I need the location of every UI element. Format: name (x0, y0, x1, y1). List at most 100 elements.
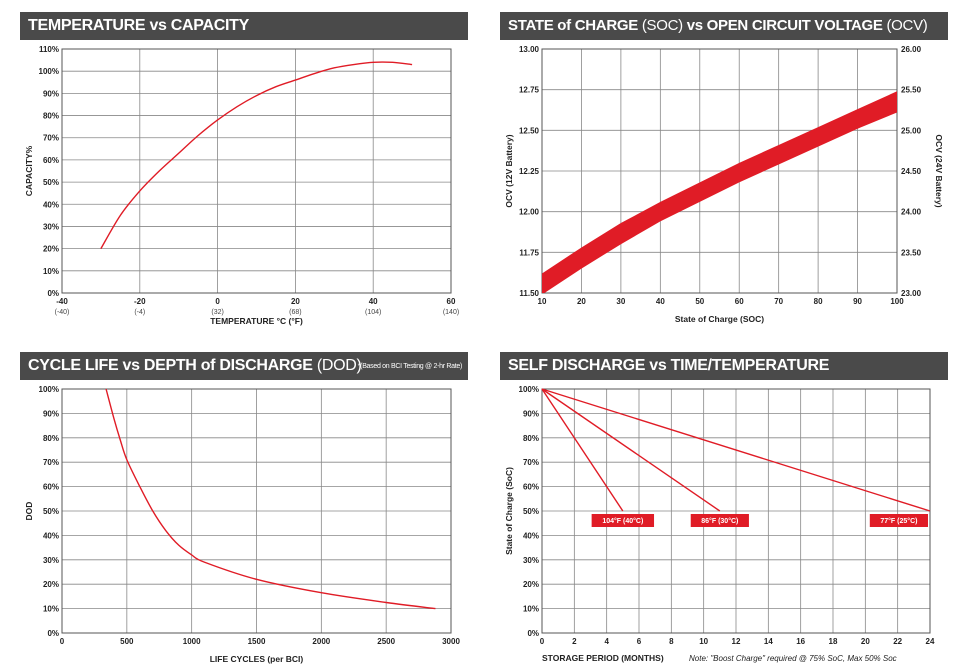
ocv-band (542, 91, 897, 293)
y-axis-label: State of Charge (SoC) (504, 467, 514, 555)
cycle-life-title: CYCLE LIFE vs DEPTH of DISCHARGE (DOD) *… (20, 352, 468, 380)
y-tick-label: 20% (43, 580, 59, 589)
x-tick-label: 60 (735, 297, 744, 306)
x-tick-label: 22 (893, 637, 902, 646)
y-tick-label: 100% (39, 385, 59, 394)
soc-ocv-panel: STATE of CHARGE (SOC) vs OPEN CIRCUIT VO… (500, 12, 948, 332)
y-tick-label: 110% (39, 45, 59, 54)
y-tick-label: 90% (523, 409, 539, 418)
x-axis-label: TEMPERATURE °C (°F) (210, 316, 303, 326)
x-tick-label: 70 (774, 297, 783, 306)
y-tick-label: 40% (43, 531, 59, 540)
y-axis-label: OCV (12V Battery) (504, 134, 514, 207)
x-tick-label: 3000 (442, 637, 460, 646)
y-tick-label: 30% (523, 556, 539, 565)
storage-footnote: Note: "Boost Charge" required @ 75% SoC,… (689, 654, 897, 663)
x-tick-label: 10 (538, 297, 547, 306)
y-tick-label: 20% (523, 580, 539, 589)
y-tick-label: 50% (523, 507, 539, 516)
y-tick-label: 40% (43, 200, 59, 209)
x-tick-label: 2500 (377, 637, 395, 646)
y-tick-label: 11.50 (519, 289, 539, 298)
y-tick-label: 12.25 (519, 167, 540, 176)
x-tick-label: 8 (669, 637, 674, 646)
soc-ocv-chart: 10 20 30 40 50 60 70 80 90 100 11.50 11.75 12.00 12.2… (504, 45, 944, 324)
temperature-capacity-panel: TEMPERATURE vs CAPACITY -40 -20 0 20 40 60 (-4… (20, 12, 468, 332)
series-label: 77°F (25°C) (869, 514, 928, 527)
x-tick-label: 90 (853, 297, 862, 306)
x-tick-sublabel: (140) (443, 309, 459, 316)
y2-tick-label: 23.50 (901, 248, 922, 257)
x-tick-label: 80 (814, 297, 823, 306)
x-tick-label: 2000 (312, 637, 330, 646)
x-tick-label: 0 (540, 637, 545, 646)
y2-tick-label: 26.00 (901, 45, 922, 54)
x-tick-label: 0 (60, 637, 65, 646)
x-tick-label: 20 (577, 297, 586, 306)
x-tick-label: -20 (134, 297, 146, 306)
y-tick-label: 60% (43, 156, 59, 165)
series-line (541, 388, 721, 512)
y-tick-label: 10% (523, 605, 539, 614)
x-tick-label: 50 (695, 297, 704, 306)
series-label-box (690, 514, 749, 527)
x-tick-label: 500 (120, 637, 134, 646)
x-tick-label: 10 (699, 637, 708, 646)
y-tick-label: 80% (43, 112, 59, 121)
y-tick-label: 70% (523, 458, 539, 467)
y-tick-label: 80% (43, 434, 59, 443)
temperature-capacity-title: TEMPERATURE vs CAPACITY (20, 12, 468, 40)
grid (61, 388, 452, 634)
x-tick-label: 20 (861, 637, 870, 646)
series-label-text: 77°F (25°C) (880, 517, 917, 525)
x-tick-label: 1000 (183, 637, 201, 646)
y-axis-label: DOD (24, 502, 34, 521)
y-tick-label: 10% (43, 267, 59, 276)
y2-tick-label: 24.50 (901, 167, 922, 176)
y-tick-label: 0% (47, 629, 59, 638)
y-tick-label: 0% (527, 629, 539, 638)
y-tick-label: 90% (43, 409, 59, 418)
y2-tick-label: 24.00 (901, 208, 922, 217)
x-tick-sublabel: (104) (365, 309, 381, 316)
x-tick-label: 6 (637, 637, 642, 646)
series-line (105, 388, 436, 610)
y-tick-label: 60% (43, 483, 59, 492)
y-tick-label: 90% (43, 89, 59, 98)
y-tick-label: 100% (39, 67, 59, 76)
series-label: 86°F (30°C) (690, 514, 749, 527)
y-tick-label: 30% (43, 222, 59, 231)
x-tick-label: 2 (572, 637, 577, 646)
y-tick-label: 11.75 (519, 248, 539, 257)
y-tick-label: 100% (519, 385, 539, 394)
plot-frame (61, 48, 452, 294)
x-tick-label: 1500 (248, 637, 266, 646)
x-tick-label: 18 (829, 637, 838, 646)
y-tick-label: 20% (43, 245, 59, 254)
x-tick-sublabel: (-40) (55, 309, 70, 316)
x-tick-label: 60 (447, 297, 456, 306)
y-tick-label: 12.00 (519, 208, 540, 217)
self-discharge-chart: 0 2 4 6 8 10 12 14 16 18 20 22 240%10%20%30%40%50%60… (504, 385, 935, 663)
y-tick-label: 60% (523, 483, 539, 492)
series-line (100, 61, 413, 249)
series-label-text: 104°F (40°C) (602, 517, 643, 525)
series-label: 104°F (40°C) (591, 514, 655, 527)
y-tick-label: 70% (43, 458, 59, 467)
y-tick-label: 80% (523, 434, 539, 443)
cycle-life-panel: CYCLE LIFE vs DEPTH of DISCHARGE (DOD) *… (20, 352, 468, 668)
x-tick-label: 14 (764, 637, 773, 646)
y-tick-label: 30% (43, 556, 59, 565)
series-label-box (591, 514, 655, 527)
plot-frame (61, 388, 452, 634)
y-tick-label: 40% (523, 531, 539, 540)
x-tick-label: 40 (656, 297, 665, 306)
series-line (541, 388, 624, 512)
cycle-life-note: *(Based on BCI Testing @ 2-hr Rate) (357, 363, 463, 370)
grid (61, 48, 452, 294)
x-tick-sublabel: (-4) (134, 309, 145, 316)
x-tick-label: 4 (604, 637, 609, 646)
series-label-box (869, 514, 928, 527)
x-axis-label: LIFE CYCLES (per BCI) (210, 654, 304, 664)
